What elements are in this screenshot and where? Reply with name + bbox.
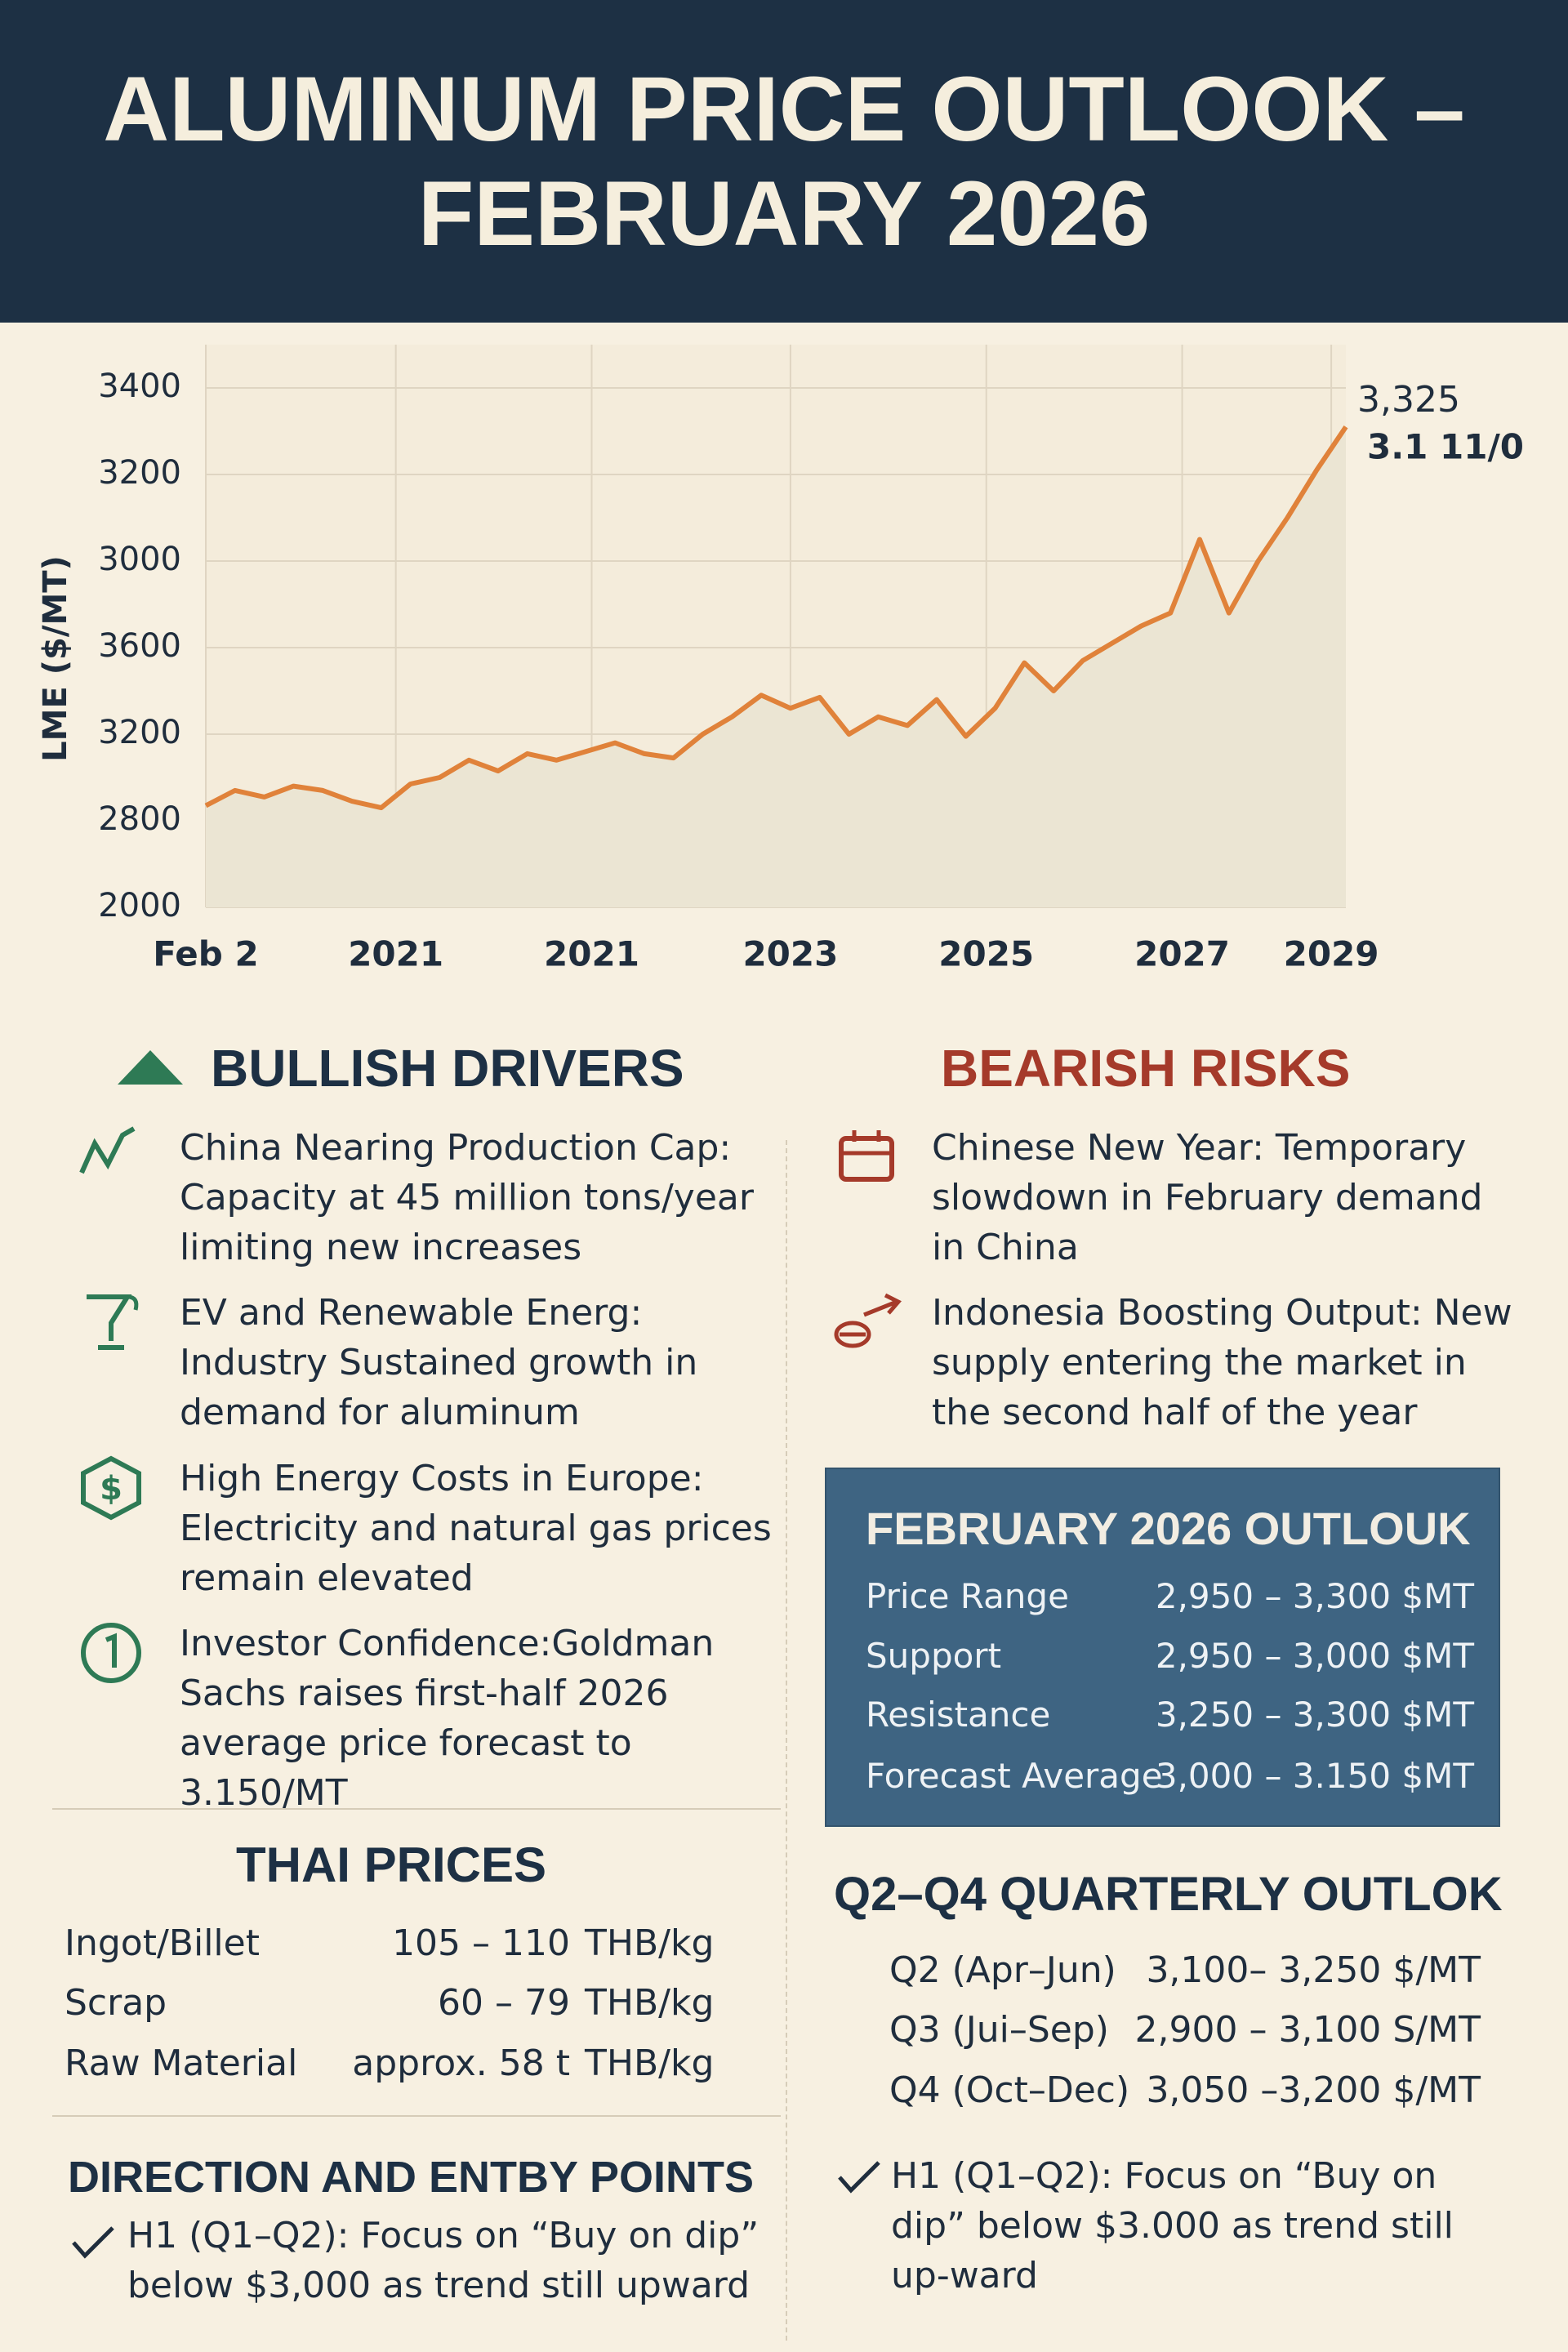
thai-label: Raw Material	[65, 2042, 298, 2084]
bullish-item: High Energy Costs in Europe: Electricity…	[180, 1458, 772, 1599]
bullish-item: EV and Renewable Energ: Industry Sustain…	[180, 1292, 698, 1433]
row-label: Support	[866, 1636, 1002, 1676]
check-icon	[72, 2226, 114, 2259]
line	[204, 425, 1348, 811]
direction-note: H1 (Q1–Q2): Focus on “Buy on dip” below …	[127, 2215, 760, 2306]
calendar-icon	[839, 1130, 894, 1182]
quarterly-title: Q2–Q4 QUARTERLY OUTLOK	[834, 1868, 1503, 1921]
annotation: 3,325	[1357, 379, 1460, 421]
direction-title: DIRECTION AND ENTBY POINTS	[68, 2153, 755, 2202]
bullish-item: Investor Confidence:Goldman Sachs raises…	[180, 1623, 715, 1814]
quarter-label: Q4 (Oct–Dec)	[889, 2069, 1130, 2111]
thai-range: 105 – 110	[392, 1922, 570, 1964]
quarter-value: 2,900 – 3,100 S/MT	[1134, 2009, 1481, 2051]
section-divider	[52, 1808, 781, 1810]
thai-label: Scrap	[65, 1982, 167, 2024]
area	[206, 426, 1346, 907]
row-value: 3,000 – 3.150 $MT	[1155, 1756, 1474, 1796]
quarter-label: Q2 (Apr–Jun)	[889, 1949, 1116, 1991]
thai-range: approx. 58 t	[352, 2042, 570, 2084]
bearish-title: BEARISH RISKS	[941, 1039, 1351, 1098]
x-tick-label: 2021	[348, 934, 443, 974]
check-icon	[838, 2161, 880, 2194]
y-tick-label: 3000	[98, 541, 181, 578]
row-value: 2,950 – 3,000 $MT	[1155, 1636, 1474, 1676]
page-title: ALUMINUM PRICE OUTLOOK – FEBRUARY 2026	[103, 57, 1465, 265]
x-tick-label: 2021	[544, 934, 639, 974]
y-tick-label: 3200	[98, 454, 181, 492]
trophy-icon	[87, 1294, 139, 1350]
quarter-value: 3,100– 3,250 $/MT	[1146, 1949, 1481, 1991]
column-divider	[786, 1140, 787, 2341]
y-tick-label: 2800	[98, 800, 181, 838]
annotation: 3.1 11/0	[1367, 427, 1524, 467]
y-tick-label: 3600	[98, 627, 181, 665]
bearish-item: Indonesia Boosting Output: New supply en…	[932, 1292, 1512, 1433]
thai-label: Ingot/Billet	[65, 1922, 260, 1964]
bullish-item: China Nearing Production Cap: Capacity a…	[180, 1127, 754, 1268]
chart: 3400 3200 3000 3600 3200 2800 2000 Feb 2 2021 202…	[37, 345, 1524, 974]
quarterly-note: H1 (Q1–Q2): Focus on “Buy on dip” below …	[891, 2155, 1454, 2296]
thai-range: 60 – 79	[438, 1982, 570, 2024]
outlook-row: Resistance 3,250 – 3,300 $MT	[866, 1690, 1474, 1740]
bearish-item: Chinese New Year: Temporary slowdown in …	[932, 1127, 1483, 1268]
thai-unit: THB/kg	[585, 1982, 715, 2024]
y-tick-label: 3400	[98, 368, 181, 405]
arrow-icon	[834, 1293, 902, 1348]
header: ALUMINUM PRICE OUTLOOK – FEBRUARY 2026	[0, 0, 1568, 323]
x-tick-label: 2023	[742, 934, 838, 974]
y-tick-label: 3200	[98, 714, 181, 751]
outlook-box: FEBRUARY 2026 OUTLOUK Price Range 2,950 –…	[825, 1468, 1500, 1827]
y-tick-label: 2000	[98, 887, 181, 924]
money-icon: $	[81, 1455, 141, 1521]
thai-unit: THB/kg	[585, 1922, 715, 1964]
thai-unit: THB/kg	[585, 2042, 715, 2084]
quarter-value: 3,050 –3,200 $/MT	[1146, 2069, 1481, 2111]
outlook-row: Price Range 2,950 – 3,300 $MT	[866, 1572, 1474, 1621]
chart-icon	[79, 1126, 136, 1174]
section-divider	[52, 2115, 781, 2117]
y-axis-label: LME ($/MT)	[37, 555, 74, 762]
x-tick-label: 2027	[1134, 934, 1230, 974]
quarter-label: Q3 (Jui–Sep)	[889, 2009, 1109, 2051]
row-value: 3,250 – 3,300 $MT	[1155, 1695, 1474, 1735]
badge-icon	[81, 1623, 141, 1683]
thai-title: THAI PRICES	[235, 1838, 547, 1892]
svg-text:$: $	[100, 1470, 122, 1508]
row-label: Price Range	[866, 1576, 1069, 1616]
bullish-icon	[118, 1050, 183, 1085]
outlook-row: Forecast Average 3,000 – 3.150 $MT	[866, 1752, 1474, 1801]
row-value: 2,950 – 3,300 $MT	[1155, 1576, 1474, 1616]
row-label: Forecast Average	[866, 1756, 1163, 1796]
outlook-title: FEBRUARY 2026 OUTLOUK	[866, 1503, 1471, 1554]
bullish-title: BULLISH DRIVERS	[211, 1039, 684, 1098]
x-tick-label: 2029	[1284, 934, 1379, 974]
x-tick-label: Feb 2	[153, 934, 258, 974]
x-tick-label: 2025	[938, 934, 1034, 974]
row-label: Resistance	[866, 1695, 1051, 1735]
outlook-row: Support 2,950 – 3,000 $MT	[866, 1632, 1474, 1681]
